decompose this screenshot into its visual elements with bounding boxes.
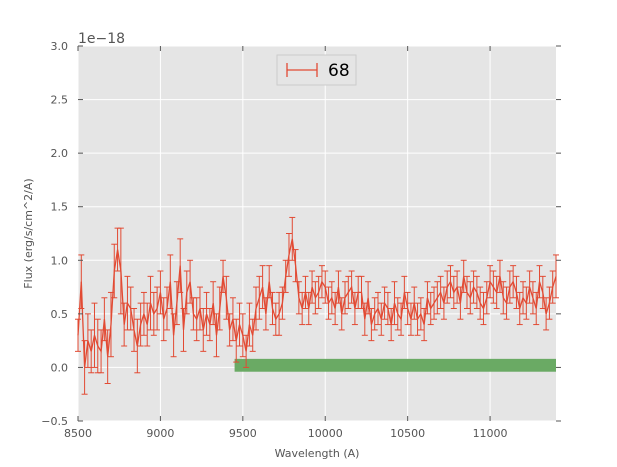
y-tick-label: 3.0 bbox=[51, 40, 69, 53]
x-tick-label: 9000 bbox=[146, 427, 174, 440]
legend-marker bbox=[286, 63, 318, 77]
axis-ticks: 8500 9000 9500 10000 10500 11000 −0.5 0.0 0.5 1.0… bbox=[41, 40, 561, 440]
x-tick-label: 9500 bbox=[229, 427, 257, 440]
x-axis-label: Wavelength (A) bbox=[275, 447, 360, 460]
x-tick-label: 11000 bbox=[473, 427, 508, 440]
y-tick-label: 1.0 bbox=[51, 254, 69, 267]
legend: 68 bbox=[276, 54, 357, 86]
y-tick-label: 2.5 bbox=[51, 94, 69, 107]
x-tick-label: 8500 bbox=[64, 427, 92, 440]
y-tick-label: 2.0 bbox=[51, 147, 69, 160]
y-tick-label: 1.5 bbox=[51, 201, 69, 214]
y-tick-label: 0.0 bbox=[51, 361, 69, 374]
series-line-group bbox=[77, 238, 557, 368]
x-tick-label: 10000 bbox=[308, 427, 343, 440]
plot-background bbox=[78, 46, 556, 421]
legend-label: 68 bbox=[328, 61, 350, 81]
band-rect bbox=[234, 358, 556, 372]
y-tick-label: 0.5 bbox=[51, 308, 69, 321]
x-tick-label: 10500 bbox=[390, 427, 425, 440]
green-band bbox=[234, 358, 556, 372]
series-line-68 bbox=[77, 238, 557, 368]
y-offset-label: 1e−18 bbox=[78, 31, 125, 47]
error-bar bbox=[553, 254, 559, 299]
y-axis-label: Flux (erg/s/cm^2/A) bbox=[22, 178, 35, 288]
y-tick-label: −0.5 bbox=[41, 415, 68, 428]
